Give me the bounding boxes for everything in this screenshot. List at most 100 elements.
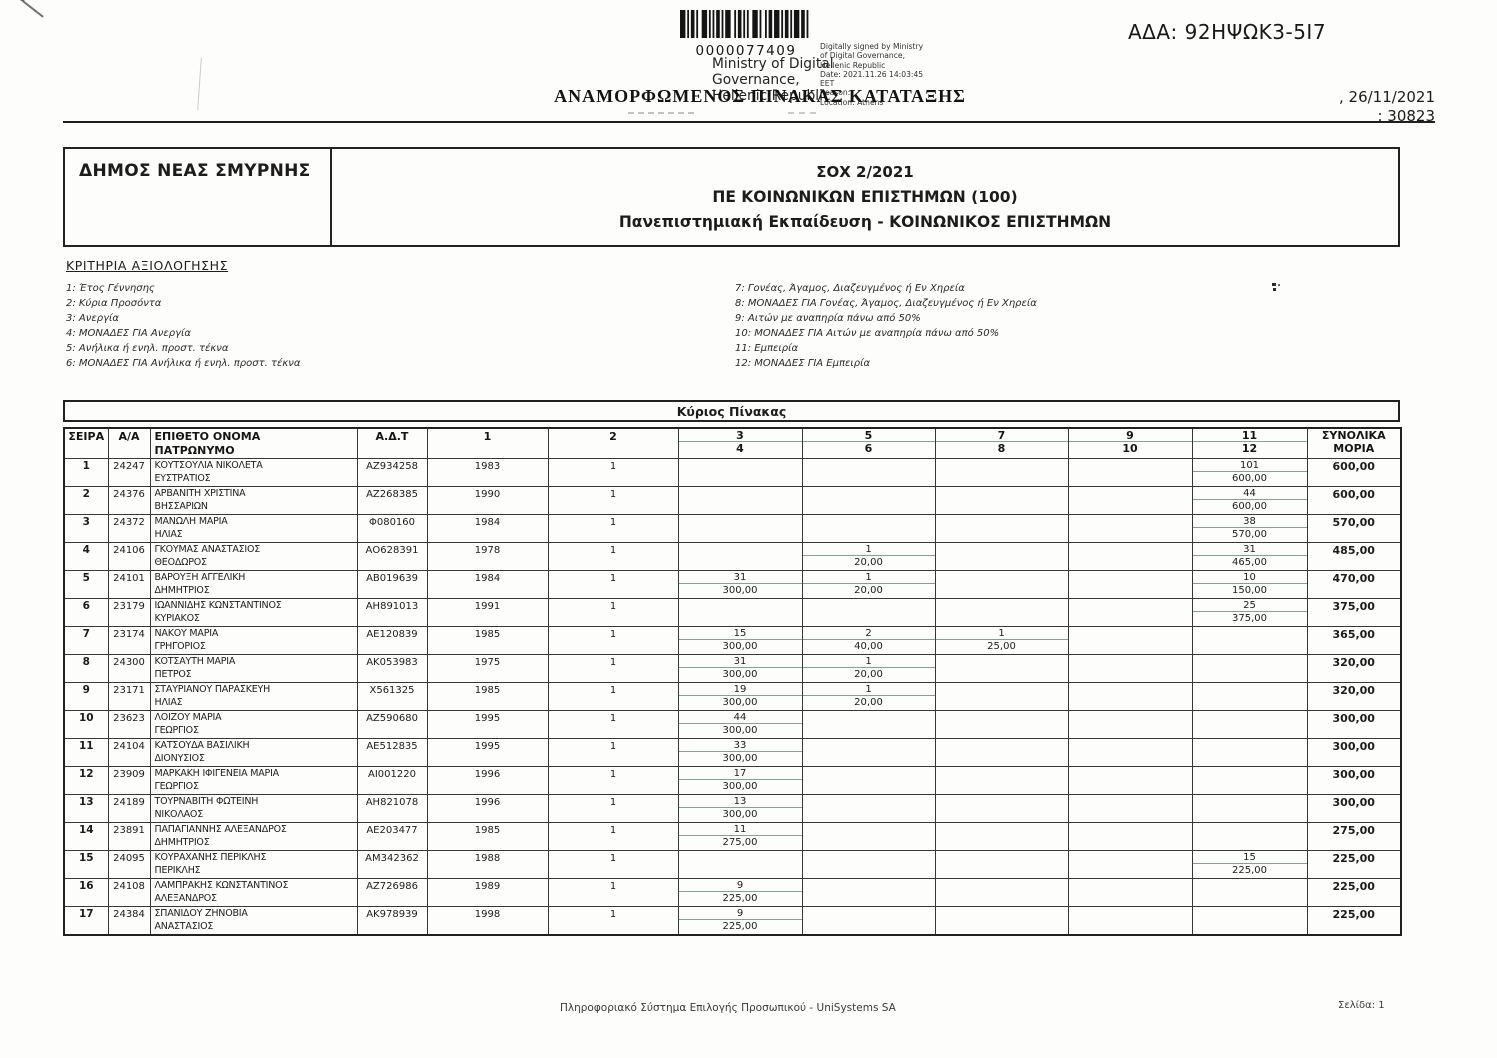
cell-criteria-5-6 (801, 766, 936, 795)
table-row: 14 23891 ΠΑΠΑΓΙΑΝΝΗΣ ΑΛΕΞΑΝΔΡΟΣ ΔΗΜΗΤΡΙΟ… (63, 822, 1402, 851)
cell-main-qualifications: 1 (547, 458, 679, 487)
cell-total-points: 470,00 (1306, 570, 1402, 599)
cell-rank: 7 (63, 626, 109, 655)
cell-name: ΚΟΥΤΣΟΥΛΙΑ ΝΙΚΟΛΕΤΑ ΕΥΣΤΡΑΤΙΟΣ (149, 458, 358, 487)
cell-criteria-5-6: 2 40,00 (801, 626, 936, 655)
cell-criteria-9-10 (1067, 878, 1193, 907)
cell-criteria-5-6 (801, 738, 936, 767)
cell-applicant-number: 23623 (107, 710, 151, 739)
criteria-item: 12: ΜΟΝΑΔΕΣ ΓΙΑ Εμπειρία (735, 358, 871, 369)
cell-id-card: ΑΟ628391 (356, 542, 428, 571)
cell-criteria-11-12: 25 375,00 (1191, 598, 1308, 627)
cell-name: ΝΑΚΟΥ ΜΑΡΙΑ ΓΡΗΓΟΡΙΟΣ (149, 626, 358, 655)
cell-criteria-9-10 (1067, 850, 1193, 879)
cell-criteria-11-12 (1191, 626, 1308, 655)
cell-criteria-7-8 (934, 766, 1069, 795)
cell-birth-year: 1985 (426, 822, 549, 851)
cell-main-qualifications: 1 (547, 654, 679, 683)
cell-total-points: 300,00 (1306, 710, 1402, 739)
cell-criteria-11-12 (1191, 710, 1308, 739)
cell-criteria-5-6 (801, 794, 936, 823)
cell-applicant-number: 24376 (107, 486, 151, 515)
cell-birth-year: 1995 (426, 710, 549, 739)
criteria-item: 5: Ανήλικα ή ενηλ. προστ. τέκνα (66, 343, 229, 354)
signature-line: EET (820, 79, 835, 89)
cell-id-card: ΑΖ268385 (356, 486, 428, 515)
cell-criteria-11-12: 38 570,00 (1191, 514, 1308, 543)
cell-rank: 1 (63, 458, 109, 487)
cell-criteria-7-8 (934, 542, 1069, 571)
table-row: 12 23909 ΜΑΡΚΑΚΗ ΙΦΙΓΕΝΕΙΑ ΜΑΡΙΑ ΓΕΩΡΓΙΟ… (63, 766, 1402, 795)
cell-id-card: Χ561325 (356, 682, 428, 711)
document-title: ΑΝΑΜΟΡΦΩΜΕΝΟΣ ΠΙΝΑΚΑΣ ΚΑΤΑΤΑΞΗΣ (554, 86, 966, 106)
barcode (680, 10, 809, 38)
cell-criteria-5-6: 1 20,00 (801, 542, 936, 571)
notice-number: ΣΟΧ 2/2021 (816, 163, 914, 181)
cell-criteria-3-4: 44 300,00 (677, 710, 803, 739)
table-header-row: ΣΕΙΡΑ Α/Α ΕΠΙΘΕΤΟ ΟΝΟΜΑ ΠΑΤΡΩΝΥΜΟ Α.Δ.Τ … (63, 427, 1402, 459)
cell-criteria-3-4: 9 225,00 (677, 906, 803, 935)
header-id-card: Α.Δ.Τ (356, 427, 428, 459)
cell-criteria-9-10 (1067, 682, 1193, 711)
table-row: 2 24376 ΑΡΒΑΝΙΤΗ ΧΡΙΣΤΙΝΑ ΒΗΣΣΑΡΙΩΝ ΑΖ26… (63, 486, 1402, 515)
cell-criteria-3-4: 13 300,00 (677, 794, 803, 823)
cell-id-card: ΑΚ978939 (356, 906, 428, 935)
header-criteria-9-10: 9 10 (1067, 427, 1193, 459)
signature-line: Hellenic Republic (820, 60, 886, 70)
cell-main-qualifications: 1 (547, 850, 679, 879)
table-row: 4 24106 ΓΚΟΥΜΑΣ ΑΝΑΣΤΑΣΙΟΣ ΘΕΟΔΩΡΟΣ ΑΟ62… (63, 542, 1402, 571)
cell-rank: 13 (63, 794, 109, 823)
cell-criteria-5-6 (801, 710, 936, 739)
criteria-item: 8: ΜΟΝΑΔΕΣ ΓΙΑ Γονέας, Άγαμος, Διαζευγμέ… (735, 298, 1037, 309)
cell-birth-year: 1975 (426, 654, 549, 683)
signature-line: of Digital Governance, (820, 51, 905, 61)
cell-criteria-11-12 (1191, 766, 1308, 795)
cell-criteria-11-12: 44 600,00 (1191, 486, 1308, 515)
criteria-item: 10: ΜΟΝΑΔΕΣ ΓΙΑ Αιτών με αναπηρία πάνω α… (735, 328, 1000, 339)
cell-rank: 16 (63, 878, 109, 907)
cell-id-card: ΑΕ120839 (356, 626, 428, 655)
cell-id-card: ΑΕ203477 (356, 822, 428, 851)
cell-main-qualifications: 1 (547, 822, 679, 851)
cell-criteria-9-10 (1067, 794, 1193, 823)
header-criterion-1: 1 (426, 427, 549, 459)
cell-criteria-9-10 (1067, 486, 1193, 515)
cell-criteria-5-6 (801, 906, 936, 935)
cell-birth-year: 1989 (426, 878, 549, 907)
cell-id-card: ΑΙ001220 (356, 766, 428, 795)
cell-criteria-7-8 (934, 738, 1069, 767)
cell-main-qualifications: 1 (547, 570, 679, 599)
cell-criteria-3-4: 31 300,00 (677, 570, 803, 599)
cell-rank: 6 (63, 598, 109, 627)
cell-applicant-number: 24372 (107, 514, 151, 543)
signature-line: Reason: (820, 88, 851, 98)
cell-rank: 8 (63, 654, 109, 683)
cell-id-card: ΑΚ053983 (356, 654, 428, 683)
cell-main-qualifications: 1 (547, 878, 679, 907)
cell-name: ΑΡΒΑΝΙΤΗ ΧΡΙΣΤΙΝΑ ΒΗΣΣΑΡΙΩΝ (149, 486, 358, 515)
cell-criteria-9-10 (1067, 822, 1193, 851)
cell-applicant-number: 24106 (107, 542, 151, 571)
header-criteria-5-6: 5 6 (801, 427, 936, 459)
cell-criteria-9-10 (1067, 906, 1193, 935)
smudge-artifact (788, 112, 816, 114)
cell-criteria-7-8 (934, 458, 1069, 487)
cell-criteria-7-8 (934, 794, 1069, 823)
cell-main-qualifications: 1 (547, 542, 679, 571)
cell-criteria-5-6: 1 20,00 (801, 654, 936, 683)
cell-criteria-3-4: 31 300,00 (677, 654, 803, 683)
cell-rank: 2 (63, 486, 109, 515)
smudge-artifact (628, 112, 694, 114)
cell-criteria-5-6 (801, 878, 936, 907)
cell-name: ΒΑΡΟΥΞΗ ΑΓΓΕΛΙΚΗ ΔΗΜΗΤΡΙΟΣ (149, 570, 358, 599)
document-date: , 26/11/2021 (1339, 88, 1435, 106)
cell-id-card: ΑΖ590680 (356, 710, 428, 739)
ink-mark-artifact (1272, 283, 1280, 293)
cell-birth-year: 1996 (426, 766, 549, 795)
cell-id-card: ΑΒ019639 (356, 570, 428, 599)
cell-criteria-3-4: 15 300,00 (677, 626, 803, 655)
digital-signature-note: Digitally signed by Ministry of Digital G… (820, 42, 938, 107)
cell-rank: 5 (63, 570, 109, 599)
cell-total-points: 275,00 (1306, 822, 1402, 851)
